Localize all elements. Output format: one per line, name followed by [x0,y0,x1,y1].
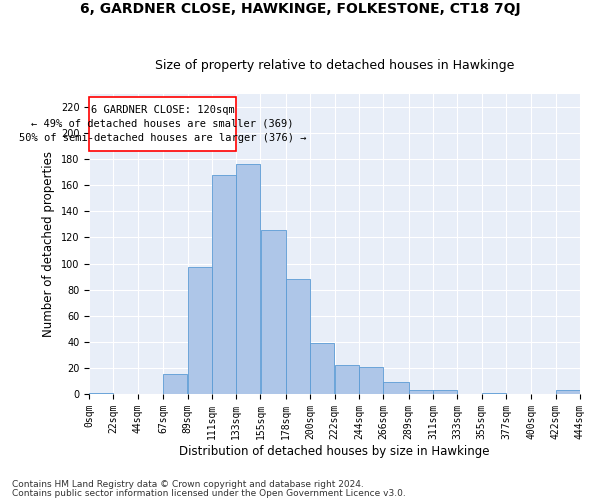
Bar [335,366,359,394]
Bar [89,392,113,394]
Bar [236,164,260,394]
Bar [556,390,580,394]
Bar [212,175,236,394]
Bar [409,390,433,394]
Bar [310,343,334,394]
Bar [433,390,457,394]
Bar [383,382,409,394]
X-axis label: Distribution of detached houses by size in Hawkinge: Distribution of detached houses by size … [179,444,490,458]
Bar [260,230,286,394]
Text: 6 GARDNER CLOSE: 120sqm: 6 GARDNER CLOSE: 120sqm [91,106,235,116]
Text: Contains HM Land Registry data © Crown copyright and database right 2024.: Contains HM Land Registry data © Crown c… [12,480,364,489]
Text: 50% of semi-detached houses are larger (376) →: 50% of semi-detached houses are larger (… [19,132,307,142]
Title: Size of property relative to detached houses in Hawkinge: Size of property relative to detached ho… [155,59,514,72]
Text: 6, GARDNER CLOSE, HAWKINGE, FOLKESTONE, CT18 7QJ: 6, GARDNER CLOSE, HAWKINGE, FOLKESTONE, … [80,2,520,16]
Text: Contains public sector information licensed under the Open Government Licence v3: Contains public sector information licen… [12,489,406,498]
Bar [482,392,506,394]
Bar [286,279,310,394]
Bar [163,374,187,394]
FancyBboxPatch shape [89,96,236,152]
Text: ← 49% of detached houses are smaller (369): ← 49% of detached houses are smaller (36… [31,119,294,129]
Bar [359,366,383,394]
Bar [188,268,212,394]
Y-axis label: Number of detached properties: Number of detached properties [42,151,55,337]
